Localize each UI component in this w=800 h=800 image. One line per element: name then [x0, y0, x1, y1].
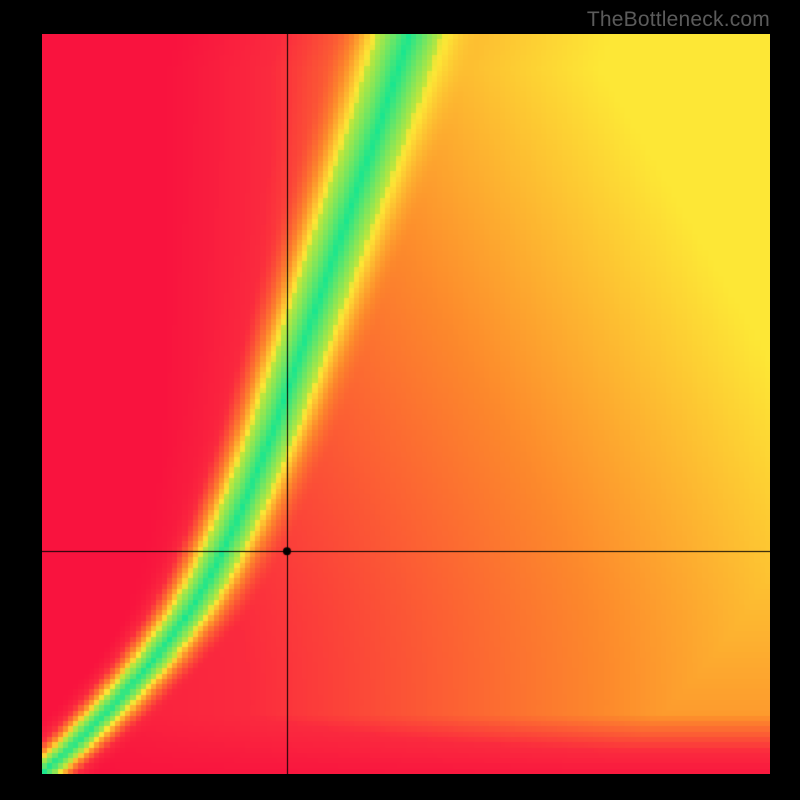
- watermark-text: TheBottleneck.com: [587, 8, 770, 32]
- bottleneck-heatmap-chart: [42, 34, 770, 774]
